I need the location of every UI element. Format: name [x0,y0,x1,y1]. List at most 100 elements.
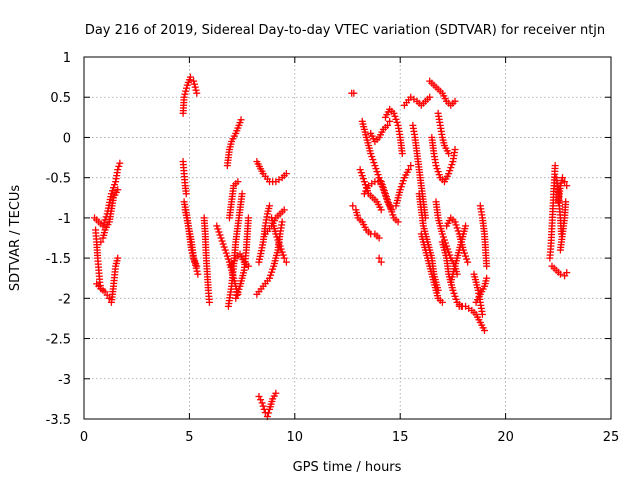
y-tick-label: 0.5 [50,91,71,106]
data-point [375,234,383,242]
data-point [357,169,365,177]
data-point [213,222,221,230]
data-point [556,270,564,278]
data-point [396,186,404,194]
data-point [398,180,406,188]
data-point [390,109,398,117]
y-tick-label: -3.5 [46,413,71,428]
y-tick-label: 1 [63,51,71,66]
data-point [258,399,266,407]
data-points [91,73,571,421]
data-point [101,216,109,224]
data-point [377,178,385,186]
data-point [481,327,489,335]
data-point [397,183,405,191]
data-point [389,211,397,219]
data-point [371,162,379,170]
x-tick-label: 0 [80,430,88,445]
data-point [259,402,267,410]
data-point [369,156,377,164]
data-point [447,164,455,172]
data-point [234,288,242,296]
data-point [205,298,213,306]
data-point [563,182,571,190]
data-point [382,193,390,201]
data-point [388,208,396,216]
data-point [115,162,123,170]
data-point [273,233,281,241]
data-point [222,249,230,257]
data-point [450,289,458,297]
data-point [272,389,280,397]
data-point [391,112,399,120]
data-point [398,150,406,158]
data-point [280,254,288,262]
data-point [483,274,491,282]
x-axis-label: GPS time / hours [293,460,402,475]
data-point [385,199,393,207]
data-point [186,73,194,81]
y-tick-label: -3 [58,373,71,388]
x-tick-label: 5 [185,430,193,445]
data-point [439,233,447,241]
data-point [405,166,413,174]
data-point [387,205,395,213]
data-point [264,409,272,417]
y-tick-label: -1 [58,212,71,227]
data-point [110,184,118,192]
data-point [191,83,199,91]
data-point [350,89,358,97]
data-point [274,236,282,244]
data-point [377,206,385,214]
data-point [483,262,491,270]
data-point [244,214,252,222]
data-point [224,255,232,263]
data-point [192,86,200,94]
data-point [116,159,124,167]
data-point [463,255,471,263]
data-point [279,251,287,259]
data-point [374,171,382,179]
data-point [464,258,472,266]
x-tick-label: 10 [287,430,304,445]
x-tick-label: 20 [497,430,514,445]
data-point [183,84,191,92]
data-point [451,218,459,226]
data-point [97,238,105,246]
data-point [551,162,559,170]
data-point [434,286,442,294]
data-point [444,245,452,253]
data-point [432,162,440,170]
data-point [377,258,385,266]
data-point [114,166,122,174]
data-point [349,202,357,210]
data-point [237,116,245,124]
data-point [280,206,288,214]
data-point [255,392,263,400]
data-point [269,265,277,273]
data-point [462,222,470,230]
plot-frame [83,56,612,420]
data-point [114,254,122,262]
data-point [445,170,453,178]
y-axis-label: SDTVAR / TECUs [8,185,23,292]
y-tick-label: 0 [63,131,71,146]
data-point [107,190,115,198]
data-point [272,230,280,238]
data-point [220,243,228,251]
data-point [460,249,468,257]
data-point [218,237,226,245]
data-point [278,248,286,256]
data-point [438,230,446,238]
data-point [234,178,242,186]
data-point [373,168,381,176]
data-point [99,222,107,230]
data-point [190,80,198,88]
data-point [114,186,122,194]
data-point [451,97,459,105]
data-point [193,262,201,270]
data-point [561,178,569,186]
data-point [100,219,108,227]
data-point [282,258,290,266]
